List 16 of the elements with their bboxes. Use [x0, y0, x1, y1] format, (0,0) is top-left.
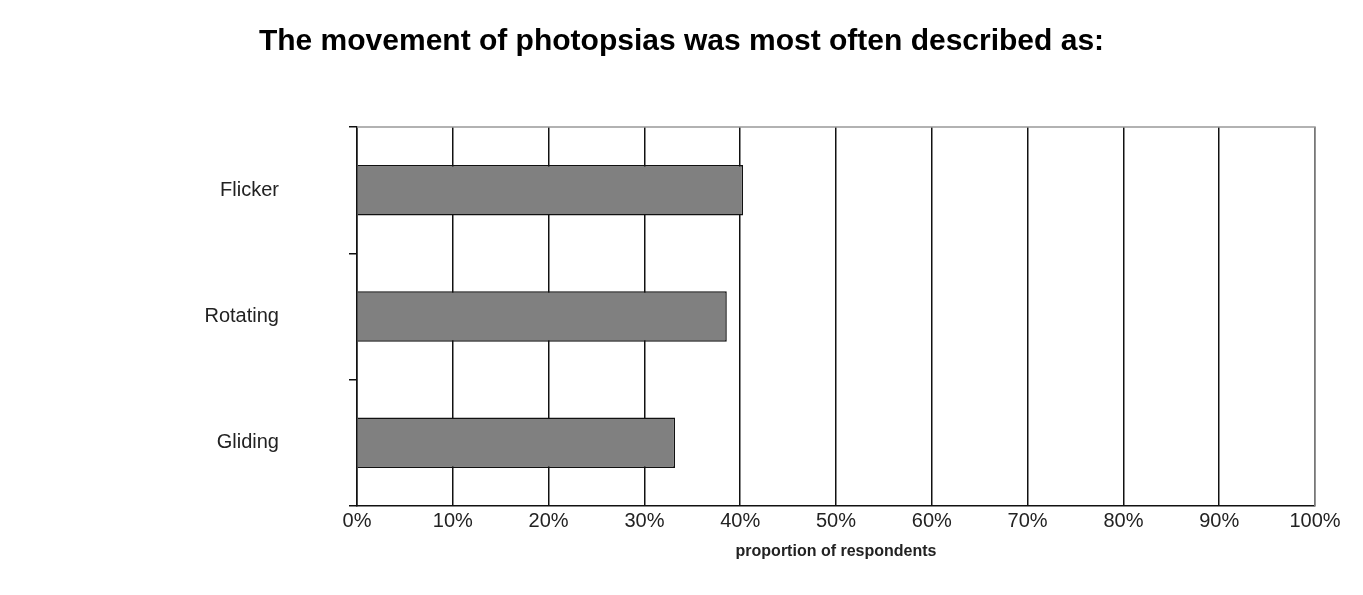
- y-tick-label: Flicker: [220, 177, 280, 200]
- y-tick-label: Gliding: [216, 430, 279, 453]
- x-tick-label: 20%: [528, 508, 569, 531]
- x-tick-label: 30%: [624, 508, 665, 531]
- x-tick-label: 10%: [432, 508, 474, 531]
- x-tick-label: 40%: [720, 508, 761, 531]
- x-tick-label: 90%: [1199, 508, 1240, 531]
- x-tick-label: 0%: [342, 508, 372, 531]
- y-tick-label: Rotating: [204, 304, 279, 327]
- x-tick-label: 80%: [1103, 508, 1144, 531]
- x-tick-label: 50%: [815, 508, 857, 531]
- x-tick-label: 70%: [1007, 508, 1048, 531]
- x-tick-label: 60%: [911, 508, 953, 531]
- x-axis-title: proportion of respondents: [735, 542, 937, 560]
- x-tick-label: 100%: [1289, 508, 1341, 531]
- chart-title: The movement of photopsias was most often described as:: [257, 22, 1106, 58]
